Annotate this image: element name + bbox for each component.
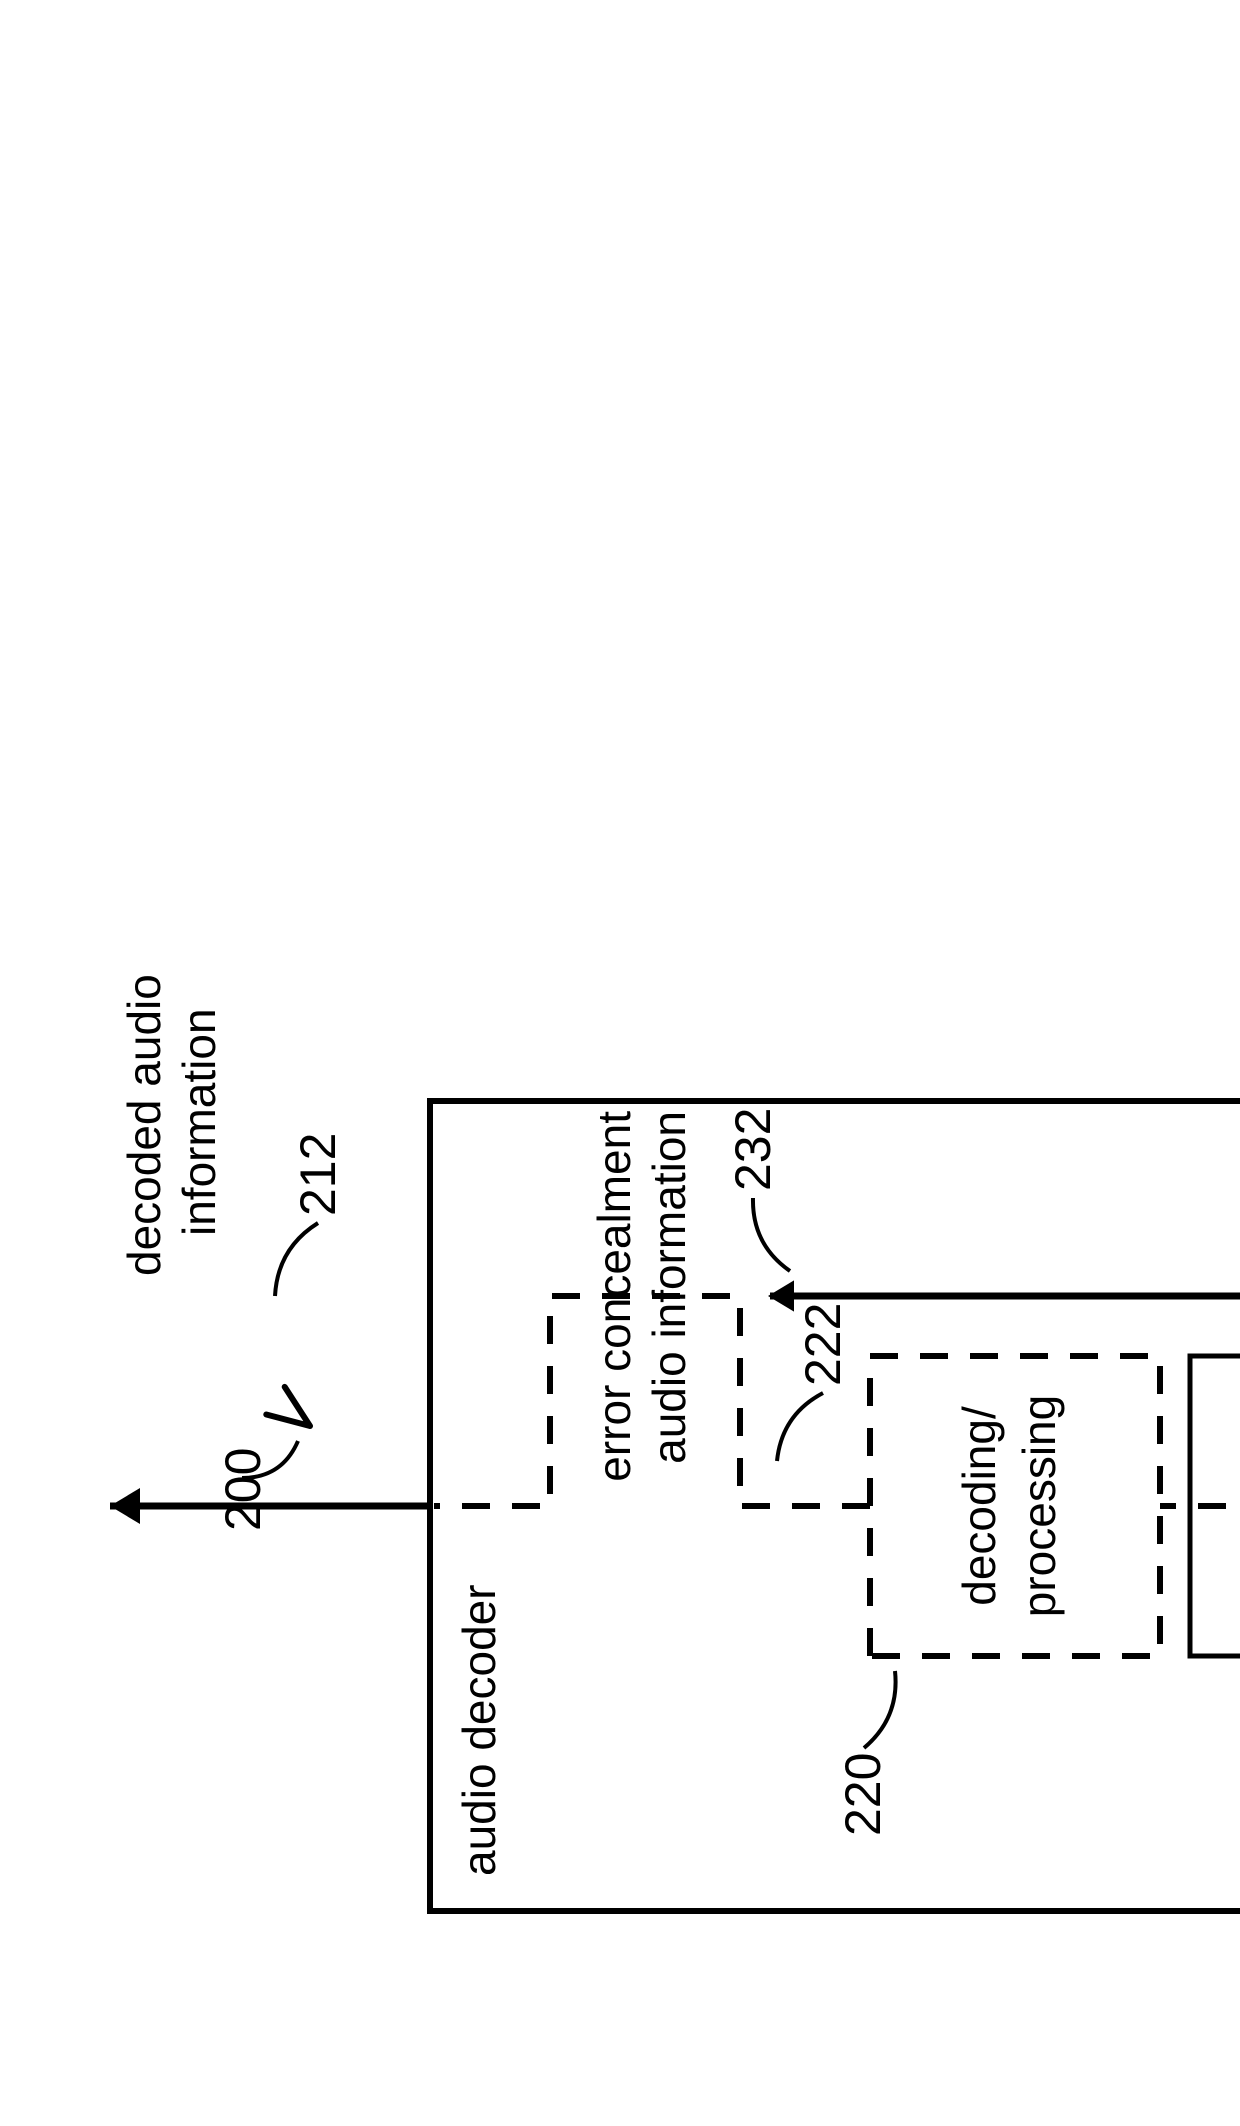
decoded-label-1: decoded audio [118, 974, 170, 1276]
decoding-label-2: processing [1013, 1395, 1065, 1617]
ref-222: 222 [795, 1303, 851, 1386]
audio-decoder-diagram: 200encoded audioinformation210decoded au… [0, 0, 1240, 2126]
ref-220: 220 [835, 1753, 891, 1836]
decoding-label-1: decoding/ [953, 1406, 1005, 1606]
ec-out-label-2: audio information [643, 1111, 695, 1464]
dashed-path-in [1160, 1506, 1240, 1751]
decoded-label-2: information [173, 1008, 225, 1236]
ref-212: 212 [290, 1133, 346, 1216]
ec-out-label-1: error concealment [588, 1111, 640, 1482]
system-ref-arrow [266, 1387, 310, 1426]
ref-200: 200 [215, 1448, 271, 1531]
audio-decoder-title: audio decoder [453, 1584, 505, 1876]
ref-232: 232 [725, 1108, 781, 1191]
